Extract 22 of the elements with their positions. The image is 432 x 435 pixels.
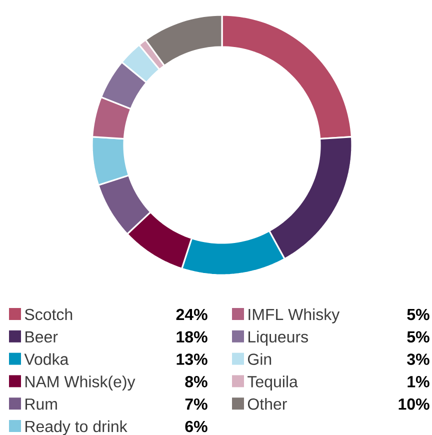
legend-label: Vodka [24,353,69,365]
legend-label: Ready to drink [26,420,128,435]
data-label: 24% [176,308,208,320]
legend-label: NAM Whisk(e)y [26,376,136,391]
data-label: 10% [398,398,430,410]
legend-label: Scotch [24,308,72,320]
data-label: 1% [408,376,430,388]
data-label: 7% [185,398,208,410]
data-label: 13% [176,354,208,365]
data-label: 8% [185,376,208,388]
legend-label: Liqueurs [248,330,308,346]
data-label: 18% [176,331,208,343]
legend-label: Tequila [248,376,298,391]
data-label: 5% [407,308,430,320]
data-label: 3% [407,354,430,365]
legend-label: Beer [26,331,58,343]
legend-label: Other [248,398,287,410]
legend-label: IMFL Whisky [248,308,340,324]
data-label: 6% [185,420,208,432]
legend-label: Rum [26,398,57,410]
data-label: 5% [407,331,430,343]
legend-label: Gin [248,353,272,365]
